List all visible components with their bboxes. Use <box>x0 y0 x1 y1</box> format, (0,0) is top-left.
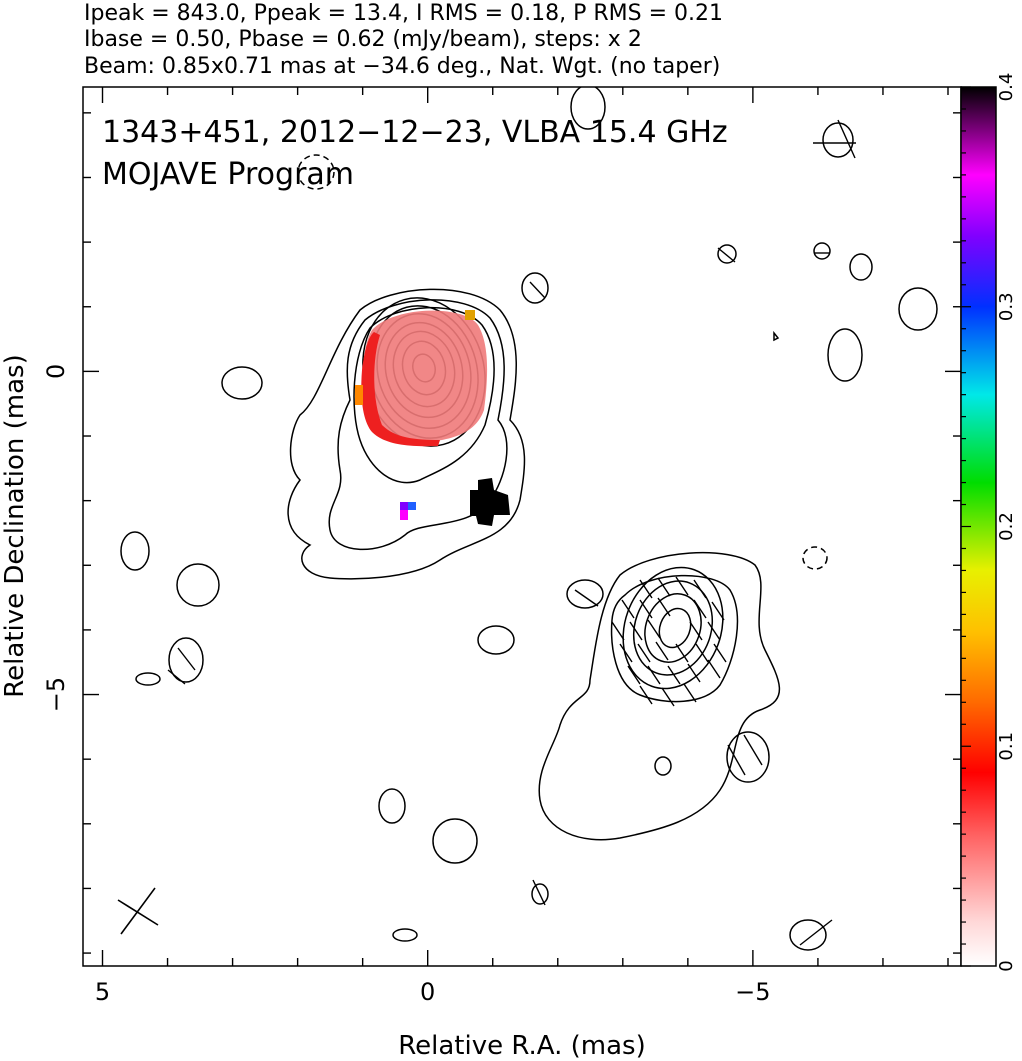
colorbar-tick-label: 0.2 <box>996 512 1017 541</box>
header-line-2: Ibase = 0.50, Pbase = 0.62 (mJy/beam), s… <box>84 27 642 52</box>
noise-contour-11 <box>120 531 150 571</box>
polarization-pixel-magenta <box>400 510 408 520</box>
polarization-pixel-blue <box>408 502 416 510</box>
noise-contour-17 <box>135 672 161 686</box>
secondary-polarization-vectors <box>611 576 727 707</box>
colorbar-ticks: 0 0.1 0.2 0.3 0.4 <box>961 73 1017 972</box>
x-tick-label: 5 <box>95 978 110 1006</box>
secondary-contour-outer <box>538 551 781 841</box>
core-polarization-fill <box>363 310 488 444</box>
beam-marker <box>117 887 159 935</box>
colorbar-tick-label: 0.4 <box>996 73 1017 102</box>
noise-contour-18 <box>726 731 770 783</box>
colorbar-tick-label: 0 <box>996 960 1017 971</box>
noise-contour-16 <box>168 637 204 683</box>
noise-contour-23 <box>392 928 418 942</box>
noise-contour-13 <box>566 579 604 609</box>
map-area <box>117 87 938 951</box>
noise-contour-20 <box>378 788 406 824</box>
noise-contour-19 <box>654 756 672 776</box>
plot-frame <box>82 86 962 967</box>
noise-contour-1 <box>570 87 606 130</box>
noise-contour-12 <box>176 563 220 607</box>
colorbar-tick-label: 0.1 <box>996 732 1017 761</box>
core-polarization-edge <box>361 332 440 447</box>
x-tick-label: 0 <box>420 978 435 1006</box>
core-polarization-orange-edge <box>355 385 363 405</box>
noise-contour-8 <box>898 287 938 331</box>
chart-subtitle: MOJAVE Program <box>102 157 354 192</box>
noise-contour-21 <box>432 818 478 864</box>
secondary-contour-6 <box>658 607 692 649</box>
noise-contour-5 <box>717 244 737 264</box>
noise-contour-7 <box>849 253 873 281</box>
y-tick-label: −5 <box>42 677 70 712</box>
y-axis-ticks: 0 −5 <box>42 112 961 954</box>
secondary-contour-3 <box>622 566 724 690</box>
noise-contour-6 <box>813 242 831 260</box>
noise-contour-25 <box>773 330 780 342</box>
noise-contour-10 <box>221 366 263 400</box>
noise-contour-3 <box>297 154 335 190</box>
core-contour-3 <box>353 307 495 484</box>
secondary-contour-2 <box>610 574 739 703</box>
x-tick-label: −5 <box>735 978 770 1006</box>
noise-contour-24 <box>789 919 827 951</box>
core-polarization-yellow-pixel <box>465 310 475 320</box>
noise-contour-22 <box>531 883 549 905</box>
noise-contour-2 <box>822 122 854 158</box>
secondary-contour-4 <box>632 580 714 676</box>
header-line-1: Ipeak = 843.0, Ppeak = 13.4, I RMS = 0.1… <box>84 1 723 26</box>
chart-title: 1343+451, 2012−12−23, VLBA 15.4 GHz <box>102 115 728 150</box>
noise-contours <box>120 87 938 951</box>
blanked-pixel-blob <box>470 478 510 526</box>
y-axis-label: Relative Declination (mas) <box>0 354 30 697</box>
noise-contour-15 <box>477 625 515 655</box>
secondary-contours-inner <box>622 566 724 690</box>
noise-contour-4 <box>521 272 549 304</box>
x-axis-ticks: 5 0 −5 <box>95 87 949 1006</box>
colorbar-tick-label: 0.3 <box>996 292 1017 321</box>
noise-contour-9 <box>827 328 863 382</box>
core-contour-outer <box>287 288 526 580</box>
header-line-3: Beam: 0.85x0.71 mas at −34.6 deg., Nat. … <box>84 54 720 79</box>
noise-contour-14 <box>802 546 828 570</box>
polarization-pixel-purple <box>400 502 408 510</box>
secondary-contour-5 <box>644 593 702 663</box>
noise-polarization-vectors <box>167 119 856 946</box>
core-contour-2 <box>328 299 508 551</box>
x-axis-label: Relative R.A. (mas) <box>398 1031 645 1061</box>
y-tick-label: 0 <box>42 364 70 379</box>
